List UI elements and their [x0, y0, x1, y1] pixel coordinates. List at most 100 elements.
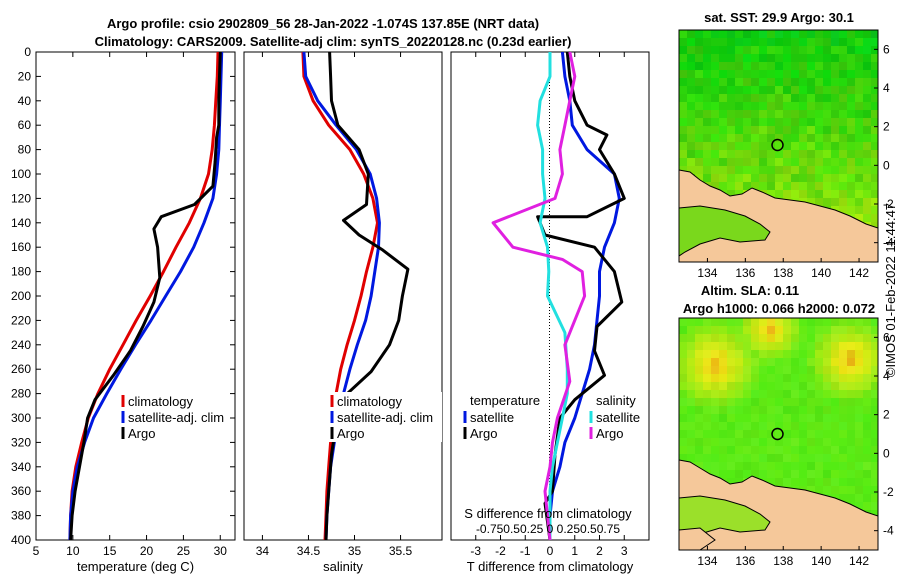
sla-cell	[783, 358, 791, 366]
sst-cell	[847, 174, 855, 182]
map-x-tick-label: 140	[811, 554, 831, 568]
sla-cell	[783, 366, 791, 374]
sst-cell	[799, 126, 807, 134]
sla-cell	[767, 326, 775, 334]
sst-cell	[863, 126, 871, 134]
map-x-tick-label: 134	[697, 554, 717, 568]
sla-cell	[831, 438, 839, 446]
sst-cell	[807, 78, 815, 86]
sst-cell	[855, 30, 863, 38]
sla-cell	[847, 382, 855, 390]
sla-cell	[759, 414, 767, 422]
sst-cell	[711, 142, 719, 150]
sst-cell	[823, 62, 831, 70]
sst-cell	[855, 150, 863, 158]
sla-cell	[767, 382, 775, 390]
depth-tick-label: 180	[11, 265, 31, 279]
sla-cell	[775, 414, 783, 422]
sst-cell	[679, 142, 687, 150]
depth-tick-label: 60	[18, 118, 32, 132]
sla-cell	[839, 382, 847, 390]
sst-cell	[815, 78, 823, 86]
sst-cell	[823, 166, 831, 174]
sst-cell	[695, 62, 703, 70]
sst-cell	[823, 86, 831, 94]
depth-tick-label: 300	[11, 411, 31, 425]
sst-cell	[727, 182, 735, 190]
sst-cell	[719, 70, 727, 78]
sla-cell	[759, 382, 767, 390]
sst-cell	[687, 126, 695, 134]
sst-cell	[743, 142, 751, 150]
sla-cell	[687, 342, 695, 350]
sst-cell	[759, 158, 767, 166]
sla-cell	[679, 454, 687, 462]
sla-cell	[791, 446, 799, 454]
sst-cell	[847, 206, 855, 214]
sst-cell	[791, 174, 799, 182]
sst-cell	[815, 142, 823, 150]
sst-cell	[719, 118, 727, 126]
sst-cell	[759, 166, 767, 174]
sla-cell	[679, 374, 687, 382]
sst-cell	[799, 118, 807, 126]
sla-cell	[799, 446, 807, 454]
sla-cell	[863, 406, 871, 414]
sla-cell	[847, 478, 855, 486]
sla-cell	[711, 382, 719, 390]
sst-map-title: sat. SST: 29.9 Argo: 30.1	[704, 10, 854, 25]
sst-cell	[743, 134, 751, 142]
salinity-legend-bg	[329, 392, 442, 442]
legend-climatology: climatology	[337, 394, 403, 409]
sst-cell	[695, 126, 703, 134]
sst-cell	[863, 174, 871, 182]
sst-cell	[799, 54, 807, 62]
sst-cell	[791, 166, 799, 174]
sst-cell	[727, 166, 735, 174]
sla-cell	[807, 430, 815, 438]
depth-tick-label: 360	[11, 484, 31, 498]
sla-cell	[783, 406, 791, 414]
sla-cell	[855, 398, 863, 406]
sla-cell	[823, 382, 831, 390]
sst-cell	[831, 110, 839, 118]
sla-cell	[815, 446, 823, 454]
sla-cell	[679, 326, 687, 334]
sla-cell	[751, 470, 759, 478]
sla-cell	[695, 374, 703, 382]
sst-cell	[799, 110, 807, 118]
sst-cell	[839, 30, 847, 38]
sst-cell	[679, 126, 687, 134]
sla-cell	[759, 422, 767, 430]
sst-cell	[743, 46, 751, 54]
sla-cell	[743, 446, 751, 454]
sst-cell	[855, 190, 863, 198]
sla-cell	[727, 422, 735, 430]
sla-cell	[783, 398, 791, 406]
sst-cell	[791, 118, 799, 126]
sla-land-south	[679, 527, 716, 550]
sst-cell	[791, 134, 799, 142]
sst-cell	[799, 174, 807, 182]
sst-cell	[815, 110, 823, 118]
sla-cell	[871, 438, 878, 446]
sla-cell	[751, 406, 759, 414]
sst-cell	[711, 86, 719, 94]
sla-cell	[815, 470, 823, 478]
sla-cell	[727, 430, 735, 438]
sst-cell	[799, 70, 807, 78]
sst-cell	[855, 174, 863, 182]
sst-cell	[855, 126, 863, 134]
sla-cell	[727, 326, 735, 334]
sst-cell	[727, 54, 735, 62]
depth-tick-label: 220	[11, 313, 31, 327]
sst-cell	[711, 182, 719, 190]
sla-cell	[735, 318, 743, 326]
sst-cell	[735, 110, 743, 118]
sla-cell	[703, 318, 711, 326]
sst-cell	[767, 166, 775, 174]
salinity-legend: climatology satellite-adj. clim Argo	[329, 392, 442, 442]
sst-cell	[775, 38, 783, 46]
sst-cell	[831, 94, 839, 102]
sla-cell	[823, 342, 831, 350]
